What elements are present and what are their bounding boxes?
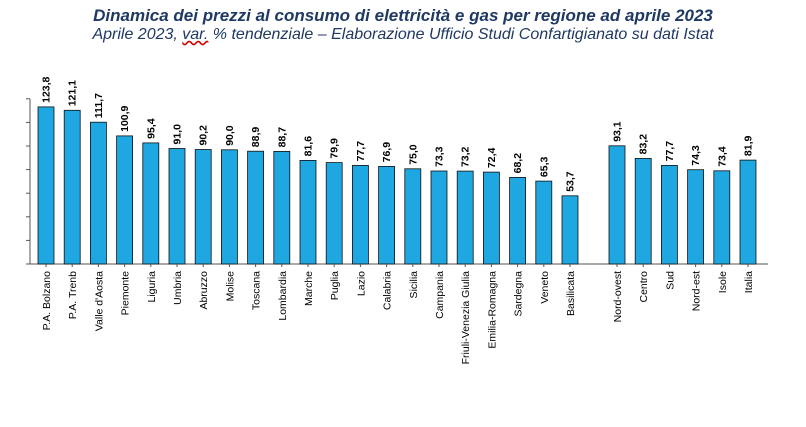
data-label: 75,0 [407,144,419,165]
data-label: 72,4 [486,148,498,169]
category-label: Basilicata [565,271,577,316]
category-label: Isole [717,271,729,293]
data-label: 68,2 [512,153,524,174]
bar [482,171,500,265]
bar [687,169,704,265]
bar [142,142,160,265]
data-label: 88,9 [250,127,262,148]
data-label: 77,7 [664,141,676,162]
data-label: 65,3 [538,157,550,178]
data-label: 93,1 [612,121,624,142]
category-label: Piemonte [120,271,132,316]
bar [194,149,212,265]
data-label: 90,2 [198,125,210,146]
bar [90,121,107,265]
bar [713,170,731,265]
data-label: 91,0 [172,124,184,145]
data-label: 73,3 [434,146,446,167]
category-label: Puglia [329,271,341,300]
data-label: 53,7 [565,171,577,192]
data-label: 76,9 [381,142,393,163]
category-label: Italia [743,271,755,293]
category-label: Nord-ovest [612,271,624,322]
bar [509,176,527,265]
bar [456,170,474,265]
data-label: 77,7 [355,141,367,162]
bar [247,150,265,265]
data-label: 83,2 [638,134,650,155]
category-label: Veneto [539,271,551,304]
data-label: 74,3 [690,145,702,166]
category-label: Sud [664,271,676,290]
data-label: 100,9 [119,105,131,131]
data-label: 121,1 [67,80,79,106]
bar [168,148,186,265]
bar [561,195,579,265]
data-label: 73,2 [460,147,472,168]
category-label: Sardegna [513,271,525,317]
category-label: Marche [303,271,315,306]
category-label: Emilia-Romagna [486,271,498,349]
subtitle-suffix: % tendenziale – Elaborazione Ufficio Stu… [208,26,714,43]
bar [661,164,678,265]
category-label: Toscana [251,271,263,310]
bar [299,159,317,265]
chart-title: Dinamica dei prezzi al consumo di elettr… [93,6,713,25]
category-label: Nord-est [691,271,703,311]
bar [220,149,238,265]
category-label: Lombardia [277,271,289,321]
category-label: Lazio [355,271,367,296]
bar [37,106,55,265]
data-label: 111,7 [93,93,105,118]
bar [351,164,369,265]
data-label: 90,0 [224,125,236,146]
bar [634,157,652,265]
bar [608,145,626,265]
subtitle-prefix: Aprile 2023, [92,26,183,43]
category-label: Abruzzo [198,271,210,310]
category-label: Sicilia [408,271,420,299]
bar [325,162,343,265]
category-label: Molise [224,271,236,302]
bar [535,180,553,265]
bar [63,109,81,265]
data-label: 81,6 [303,136,315,157]
category-label: Centro [638,271,650,303]
bar [430,170,448,265]
bar [739,159,757,265]
chart-subtitle: Aprile 2023, var. % tendenziale – Elabor… [0,26,806,44]
category-label: Valle d'Aosta [93,271,105,331]
data-label: 79,9 [329,138,341,159]
category-label: Friuli-Venezia Giulia [460,271,472,365]
bar [273,150,291,265]
bar [378,165,396,265]
data-label: 81,9 [743,136,755,157]
category-label: P.A. Trenb [67,271,79,319]
data-label: 73,4 [716,146,728,167]
bar [404,168,422,265]
category-label: Calabria [382,271,394,310]
data-label: 123,8 [41,76,53,102]
bar [116,135,133,265]
category-label: Umbria [172,271,184,305]
category-label: P.A. Bolzano [41,271,53,331]
data-label: 88,7 [276,127,288,148]
category-label: Liguria [146,271,158,303]
category-label: Campania [434,271,446,319]
data-label: 95,4 [145,118,157,139]
subtitle-underlined-word: var. [182,26,209,43]
